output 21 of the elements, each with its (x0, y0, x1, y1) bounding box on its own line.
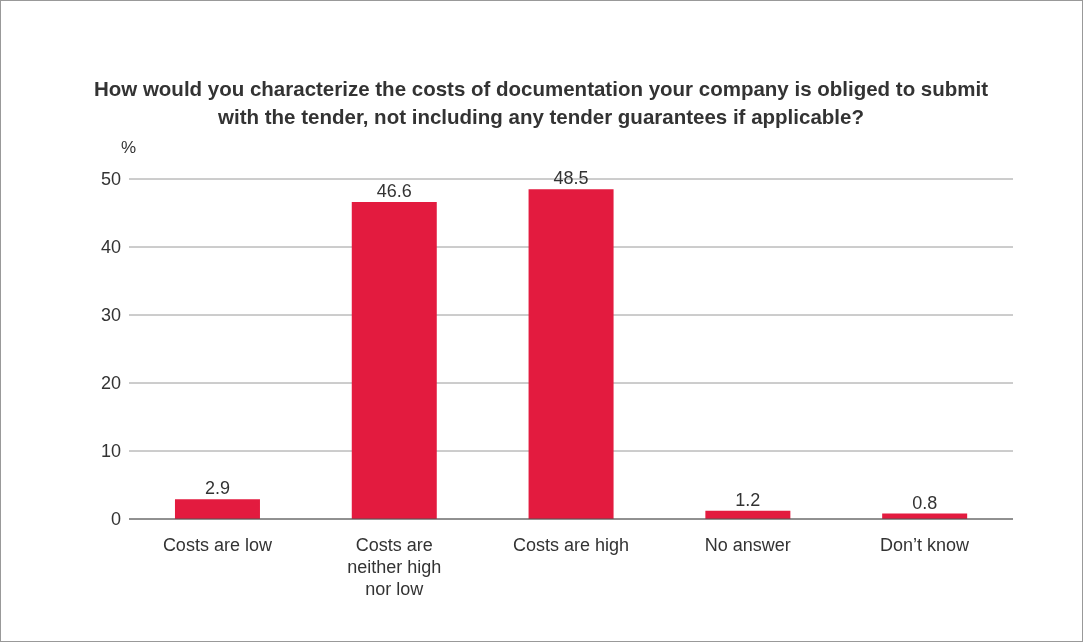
data-label: 1.2 (735, 489, 761, 510)
bar (351, 202, 437, 519)
data-label: 48.5 (553, 168, 589, 189)
data-label: 0.8 (912, 492, 938, 513)
y-tick-label: 30 (100, 305, 121, 326)
x-tick-label: Costs are high (512, 535, 630, 555)
chart-title: How would you characterize the costs of documentation your company is obliged to submit with the tender, not including any tender guarantees if applicable? (92, 76, 990, 130)
x-tick-label: Costs are low (162, 535, 273, 555)
x-tick-label: Costs are neither high nor low (347, 535, 442, 599)
y-tick-label: 50 (100, 169, 121, 190)
data-label: 46.6 (376, 181, 412, 202)
bar (174, 499, 260, 519)
y-tick-label: 40 (100, 237, 121, 258)
y-tick-label: 0 (110, 509, 121, 530)
y-axis-title: % (121, 138, 137, 158)
bar (528, 189, 614, 519)
y-tick-label: 20 (100, 373, 121, 394)
data-label: 2.9 (204, 478, 230, 499)
x-tick-label: Don’t know (880, 535, 971, 555)
x-tick-label: No answer (704, 535, 791, 555)
y-tick-label: 10 (100, 441, 121, 462)
